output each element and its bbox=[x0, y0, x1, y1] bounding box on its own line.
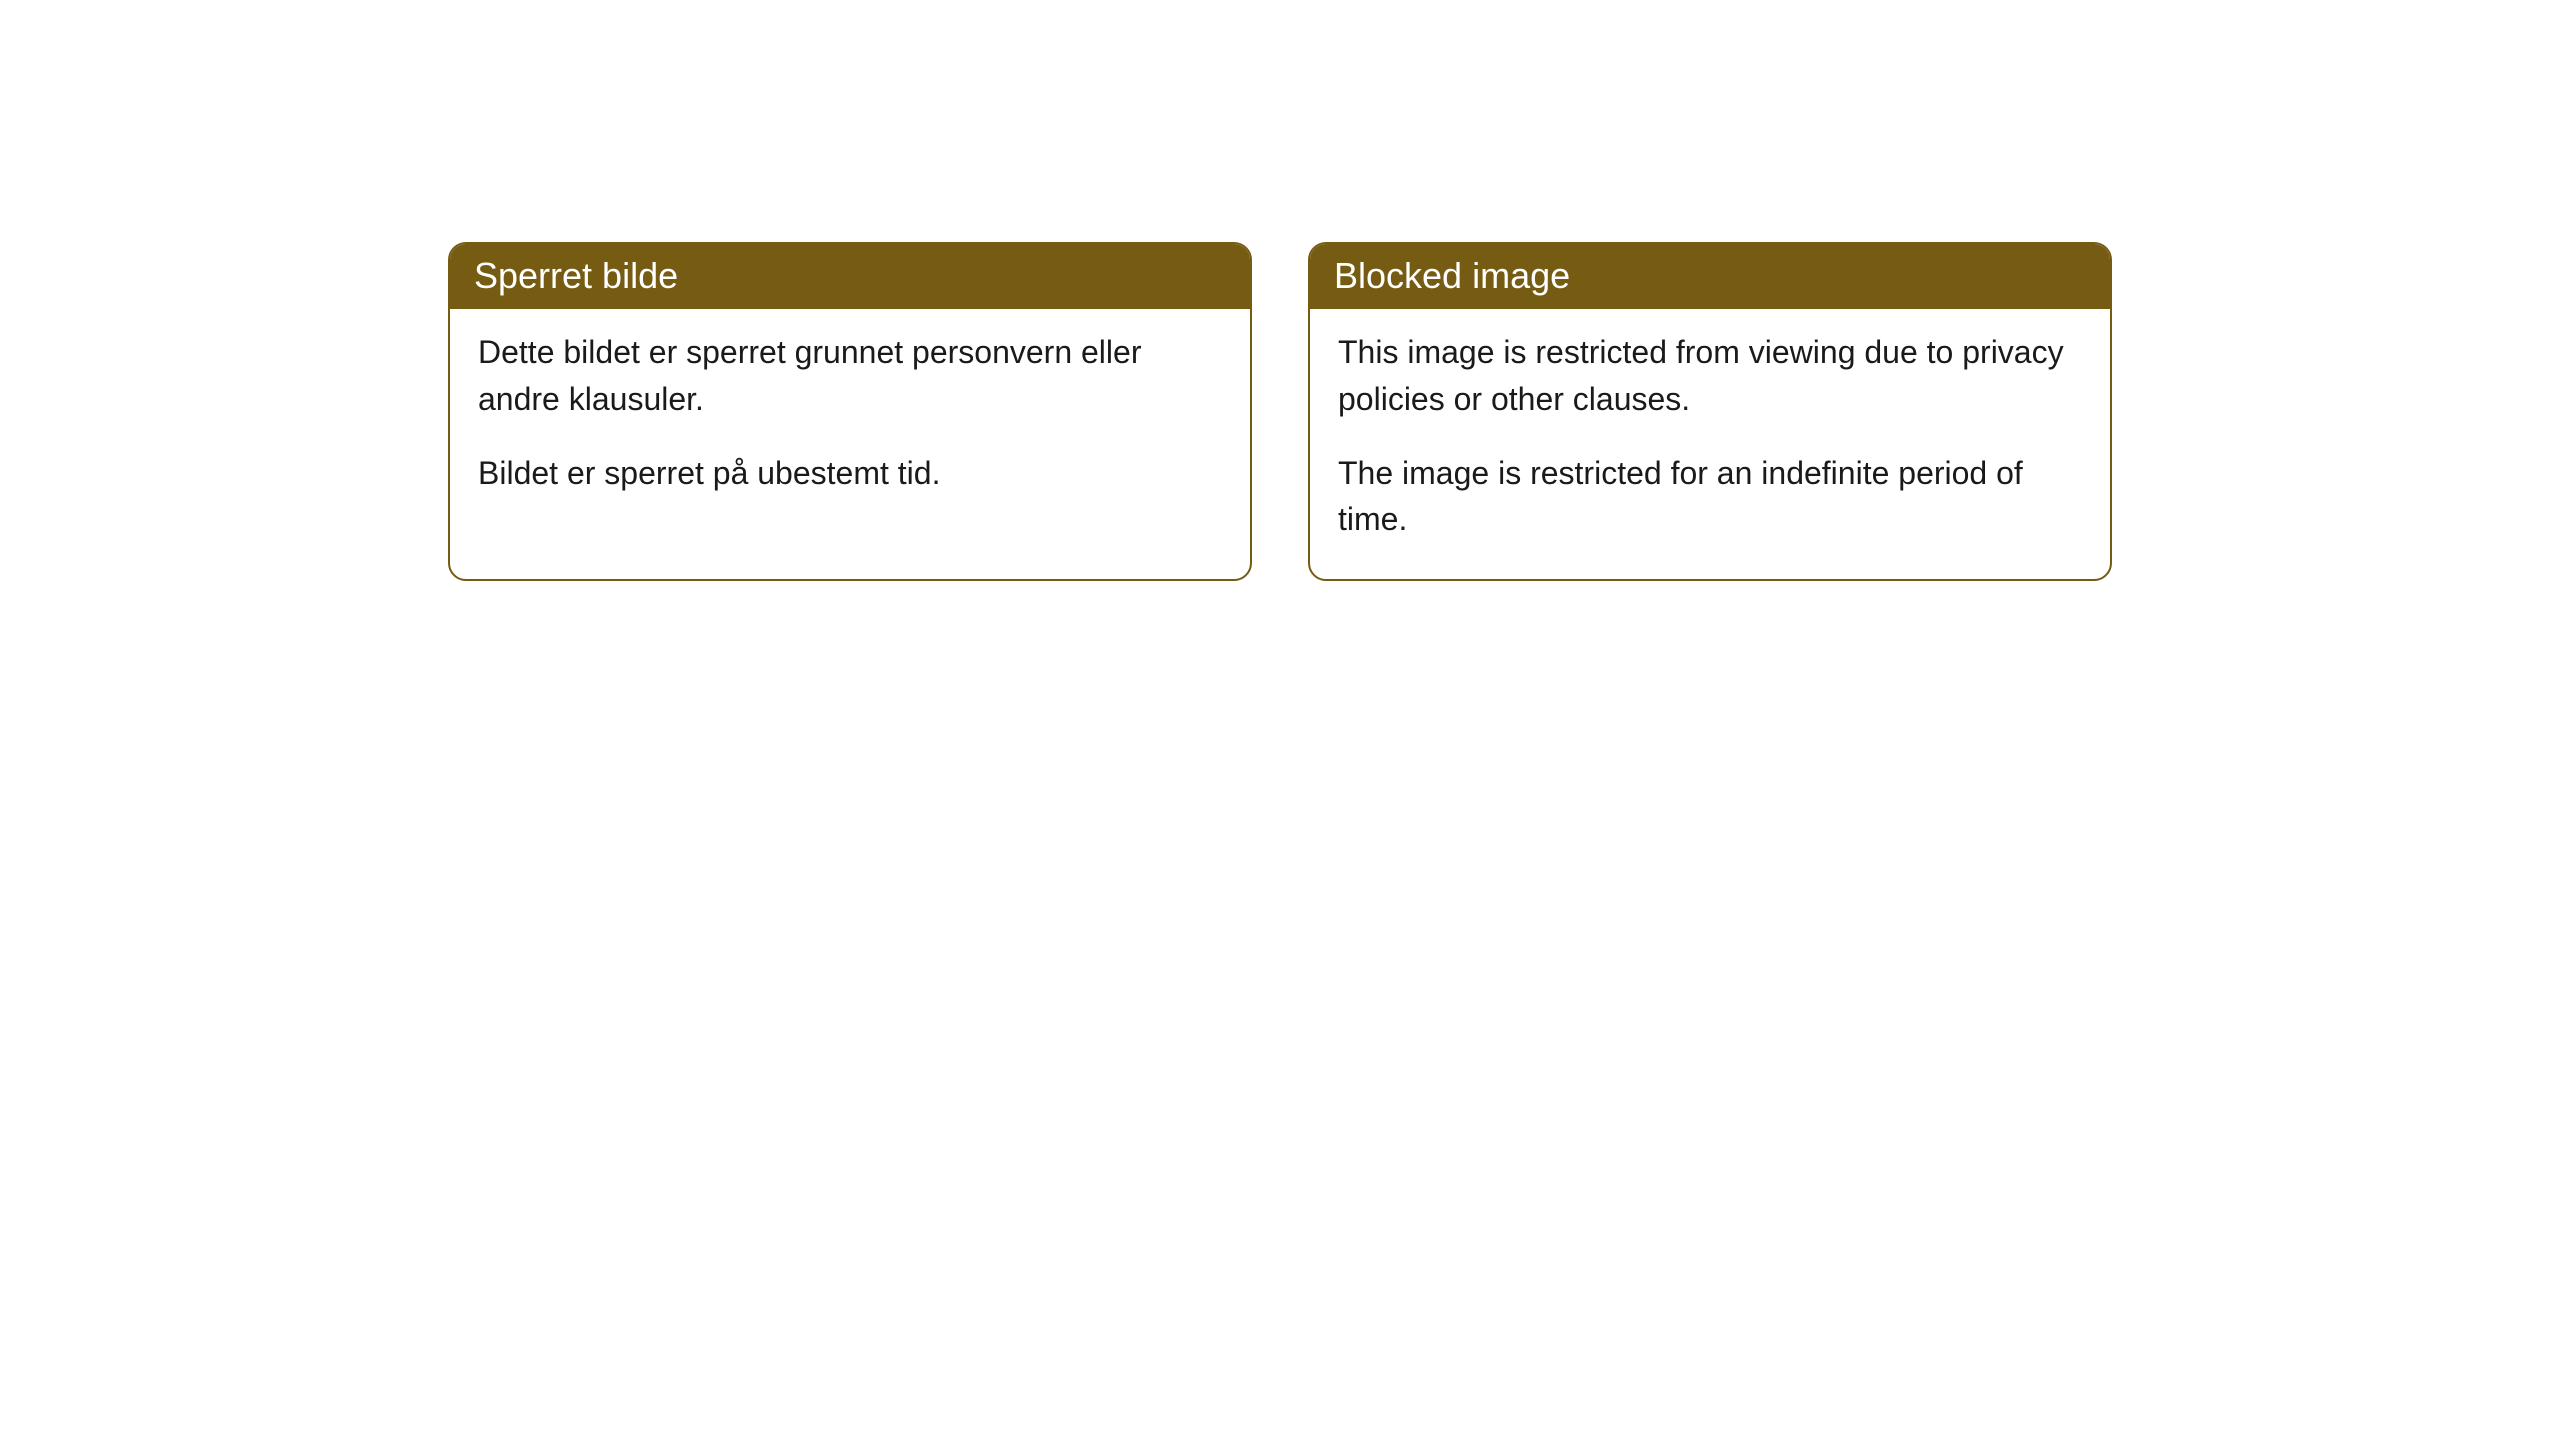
card-paragraph: The image is restricted for an indefinit… bbox=[1338, 450, 2082, 543]
card-body: This image is restricted from viewing du… bbox=[1310, 309, 2110, 579]
card-english: Blocked image This image is restricted f… bbox=[1308, 242, 2112, 581]
card-body: Dette bildet er sperret grunnet personve… bbox=[450, 309, 1250, 532]
card-paragraph: This image is restricted from viewing du… bbox=[1338, 329, 2082, 422]
card-norwegian: Sperret bilde Dette bildet er sperret gr… bbox=[448, 242, 1252, 581]
card-paragraph: Bildet er sperret på ubestemt tid. bbox=[478, 450, 1222, 496]
card-header: Blocked image bbox=[1310, 244, 2110, 309]
card-paragraph: Dette bildet er sperret grunnet personve… bbox=[478, 329, 1222, 422]
card-header: Sperret bilde bbox=[450, 244, 1250, 309]
cards-container: Sperret bilde Dette bildet er sperret gr… bbox=[0, 0, 2560, 581]
